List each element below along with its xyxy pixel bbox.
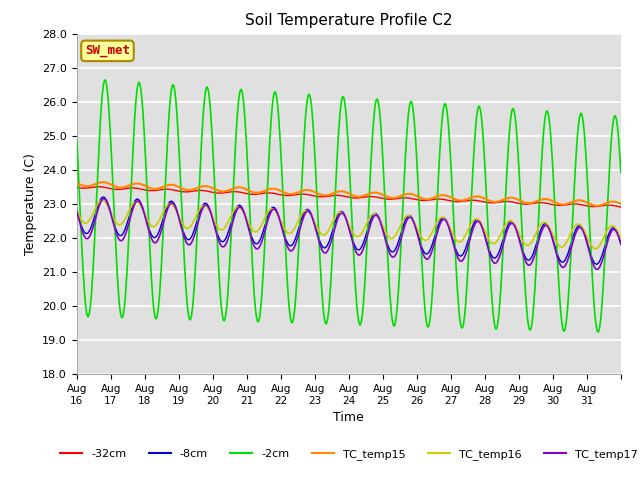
Legend: -32cm, -8cm, -2cm, TC_temp15, TC_temp16, TC_temp17: -32cm, -8cm, -2cm, TC_temp15, TC_temp16,… [56, 444, 640, 464]
Y-axis label: Temperature (C): Temperature (C) [24, 153, 36, 255]
Title: Soil Temperature Profile C2: Soil Temperature Profile C2 [245, 13, 452, 28]
Text: SW_met: SW_met [85, 44, 130, 58]
X-axis label: Time: Time [333, 411, 364, 424]
